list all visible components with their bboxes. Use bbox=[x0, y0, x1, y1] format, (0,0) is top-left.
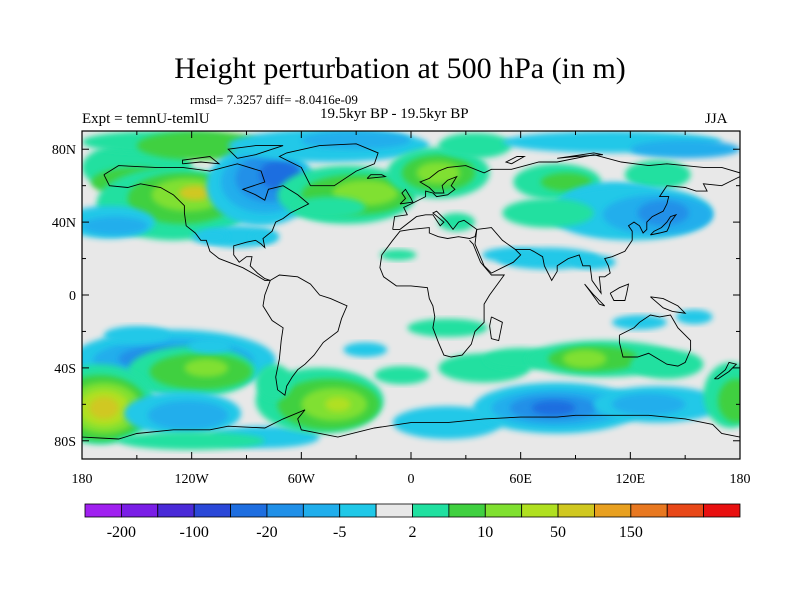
contour-blob bbox=[184, 358, 229, 377]
contour-blob bbox=[301, 131, 411, 150]
colorbar-box bbox=[84, 503, 122, 518]
colorbar-label: 10 bbox=[477, 524, 493, 541]
contour-blob bbox=[325, 397, 351, 412]
coastline bbox=[714, 361, 738, 380]
contour-blob bbox=[379, 249, 417, 261]
contour-blob bbox=[676, 309, 713, 325]
coastline bbox=[650, 296, 687, 314]
coastline bbox=[366, 174, 387, 179]
contour-blob bbox=[147, 400, 229, 430]
colorbar-box bbox=[375, 503, 413, 518]
coastline bbox=[278, 143, 379, 187]
coastline bbox=[103, 163, 310, 281]
colorbar-box bbox=[484, 503, 523, 518]
colorbar-box bbox=[339, 503, 377, 518]
y-tick-label: 80S bbox=[54, 435, 76, 450]
contour-blob bbox=[82, 216, 148, 235]
colorbar-box bbox=[266, 503, 304, 518]
contour-blob bbox=[562, 349, 607, 368]
experiment-label: Expt = temnU-temlU bbox=[82, 111, 210, 127]
coastline bbox=[584, 283, 606, 307]
coastline bbox=[504, 156, 526, 165]
colorbar: -200 -100 -20 -5 2 10 50 150 bbox=[84, 503, 741, 541]
colorbar-box bbox=[302, 503, 341, 518]
contour-blob bbox=[630, 140, 740, 159]
x-tick-label: 180 bbox=[72, 472, 93, 487]
contour-blob bbox=[118, 431, 265, 450]
coastline bbox=[489, 316, 503, 342]
coastlines bbox=[82, 143, 740, 440]
colorbar-box bbox=[703, 503, 741, 518]
coastline bbox=[182, 156, 221, 165]
stats-line: rmsd= 7.3257 diff= -8.0416e-09 bbox=[190, 92, 358, 107]
contour-blob bbox=[531, 400, 576, 416]
contour-blob bbox=[374, 366, 430, 385]
contour-blob bbox=[178, 185, 212, 201]
x-tick-label: 0 bbox=[408, 472, 415, 487]
colorbar-label: 150 bbox=[619, 524, 643, 541]
contour-blob bbox=[255, 364, 293, 401]
coastline bbox=[515, 176, 740, 295]
coastline bbox=[399, 188, 414, 205]
contour-blob bbox=[89, 397, 119, 419]
contour-blob bbox=[438, 132, 512, 159]
x-tick-label: 60W bbox=[288, 472, 316, 487]
contour-blob bbox=[612, 393, 686, 416]
colorbar-box bbox=[157, 503, 195, 518]
y-tick-label: 80N bbox=[52, 143, 76, 158]
contour-blob bbox=[637, 200, 689, 226]
contour-blob bbox=[438, 213, 475, 232]
colorbar-box bbox=[557, 503, 595, 518]
x-tick-label: 120W bbox=[175, 472, 210, 487]
colorbar-box bbox=[521, 503, 559, 518]
coastline bbox=[474, 227, 522, 274]
colorbar-box bbox=[120, 503, 159, 518]
axis-ticks: 180 120W 60W 0 60E 120E 180 80N 40N 0 40S 80S bbox=[52, 131, 751, 487]
colorbar-box bbox=[193, 503, 231, 518]
coastline bbox=[618, 314, 692, 367]
y-tick-label: 0 bbox=[69, 289, 76, 304]
coastline bbox=[609, 283, 630, 301]
colorbar-box bbox=[412, 503, 450, 518]
colorbar-label: -100 bbox=[180, 524, 209, 541]
coastline bbox=[227, 145, 284, 159]
y-tick-label: 40N bbox=[52, 216, 76, 231]
contour-blob bbox=[502, 198, 594, 228]
contour-blob bbox=[624, 160, 691, 190]
colorbar-box bbox=[594, 503, 632, 518]
colorbar-box bbox=[230, 503, 268, 518]
colorbar-label: 2 bbox=[409, 524, 417, 541]
season-label: JJA bbox=[705, 111, 728, 127]
x-tick-label: 120E bbox=[616, 472, 646, 487]
contour-blob bbox=[188, 338, 232, 354]
y-tick-label: 40S bbox=[54, 362, 76, 377]
coastline bbox=[379, 210, 506, 358]
contour-blob bbox=[718, 378, 740, 423]
x-tick-label: 180 bbox=[730, 472, 751, 487]
colorbar-label: 50 bbox=[550, 524, 566, 541]
contour-blob bbox=[343, 342, 388, 357]
colorbar-label: -5 bbox=[333, 524, 346, 541]
colorbar-box bbox=[448, 503, 486, 518]
contour-blob bbox=[540, 172, 592, 192]
contour-blob bbox=[482, 247, 541, 263]
colorbar-box bbox=[666, 503, 705, 518]
coastline bbox=[262, 274, 348, 396]
colorbar-label: -20 bbox=[256, 524, 277, 541]
contour-blob bbox=[292, 196, 366, 219]
period-label: 19.5kyr BP - 19.5kyr BP bbox=[320, 106, 469, 122]
chart-title: Height perturbation at 500 hPa (in m) bbox=[174, 52, 626, 85]
contour-blob bbox=[407, 318, 488, 337]
coastline bbox=[392, 154, 740, 230]
colorbar-box bbox=[630, 503, 668, 518]
coastline bbox=[82, 409, 740, 440]
colorbar-label: -200 bbox=[107, 524, 136, 541]
contour-blob bbox=[103, 325, 170, 345]
x-tick-label: 60E bbox=[509, 472, 532, 487]
contour-blob bbox=[191, 229, 229, 244]
coastline bbox=[650, 213, 678, 236]
coastline bbox=[557, 152, 603, 159]
